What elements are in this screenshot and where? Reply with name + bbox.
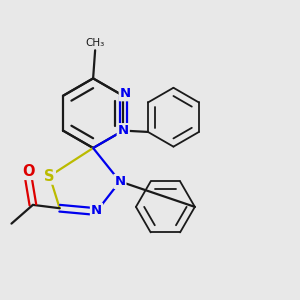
Text: N: N [118, 124, 129, 137]
Text: N: N [114, 175, 125, 188]
Text: CH₃: CH₃ [85, 38, 105, 48]
Text: N: N [91, 204, 102, 217]
Text: O: O [22, 164, 34, 179]
Text: S: S [44, 169, 55, 184]
Text: N: N [120, 87, 131, 100]
